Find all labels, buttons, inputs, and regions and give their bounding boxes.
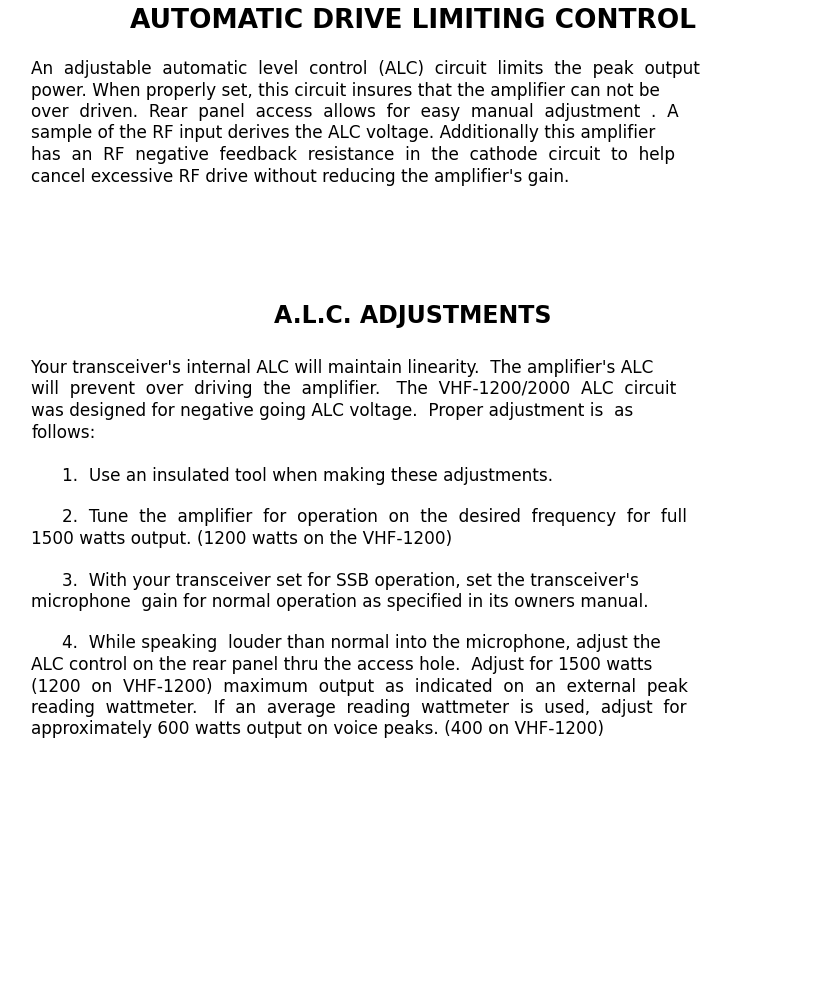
Text: (1200  on  VHF-1200)  maximum  output  as  indicated  on  an  external  peak: (1200 on VHF-1200) maximum output as ind… <box>31 678 688 696</box>
Text: 2.  Tune  the  amplifier  for  operation  on  the  desired  frequency  for  full: 2. Tune the amplifier for operation on t… <box>62 509 687 527</box>
Text: 3.  With your transceiver set for SSB operation, set the transceiver's: 3. With your transceiver set for SSB ope… <box>62 572 639 589</box>
Text: A.L.C. ADJUSTMENTS: A.L.C. ADJUSTMENTS <box>274 304 551 328</box>
Text: Your transceiver's internal ALC will maintain linearity.  The amplifier's ALC: Your transceiver's internal ALC will mai… <box>31 359 653 377</box>
Text: over  driven.  Rear  panel  access  allows  for  easy  manual  adjustment  .  A: over driven. Rear panel access allows fo… <box>31 103 679 121</box>
Text: will  prevent  over  driving  the  amplifier.   The  VHF-1200/2000  ALC  circuit: will prevent over driving the amplifier.… <box>31 381 676 399</box>
Text: approximately 600 watts output on voice peaks. (400 on VHF-1200): approximately 600 watts output on voice … <box>31 720 605 738</box>
Text: has  an  RF  negative  feedback  resistance  in  the  cathode  circuit  to  help: has an RF negative feedback resistance i… <box>31 146 676 164</box>
Text: sample of the RF input derives the ALC voltage. Additionally this amplifier: sample of the RF input derives the ALC v… <box>31 125 656 143</box>
Text: reading  wattmeter.   If  an  average  reading  wattmeter  is  used,  adjust  fo: reading wattmeter. If an average reading… <box>31 699 687 717</box>
Text: cancel excessive RF drive without reducing the amplifier's gain.: cancel excessive RF drive without reduci… <box>31 167 570 185</box>
Text: 4.  While speaking  louder than normal into the microphone, adjust the: 4. While speaking louder than normal int… <box>62 634 661 653</box>
Text: 1.  Use an insulated tool when making these adjustments.: 1. Use an insulated tool when making the… <box>62 467 553 485</box>
Text: An  adjustable  automatic  level  control  (ALC)  circuit  limits  the  peak  ou: An adjustable automatic level control (A… <box>31 60 700 78</box>
Text: 1500 watts output. (1200 watts on the VHF-1200): 1500 watts output. (1200 watts on the VH… <box>31 530 452 548</box>
Text: AUTOMATIC DRIVE LIMITING CONTROL: AUTOMATIC DRIVE LIMITING CONTROL <box>130 8 695 34</box>
Text: ALC control on the rear panel thru the access hole.  Adjust for 1500 watts: ALC control on the rear panel thru the a… <box>31 656 653 674</box>
Text: was designed for negative going ALC voltage.  Proper adjustment is  as: was designed for negative going ALC volt… <box>31 402 634 420</box>
Text: follows:: follows: <box>31 424 96 441</box>
Text: power. When properly set, this circuit insures that the amplifier can not be: power. When properly set, this circuit i… <box>31 82 660 100</box>
Text: microphone  gain for normal operation as specified in its owners manual.: microphone gain for normal operation as … <box>31 593 649 611</box>
